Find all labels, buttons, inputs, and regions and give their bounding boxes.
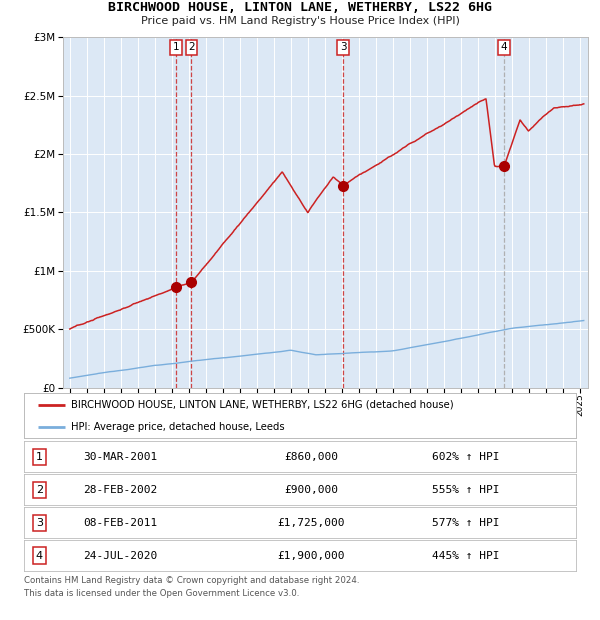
Text: 555% ↑ HPI: 555% ↑ HPI (432, 485, 499, 495)
Text: 1: 1 (36, 452, 43, 462)
Text: This data is licensed under the Open Government Licence v3.0.: This data is licensed under the Open Gov… (24, 588, 299, 598)
Text: £860,000: £860,000 (284, 452, 338, 462)
Text: 3: 3 (340, 42, 347, 53)
Text: BIRCHWOOD HOUSE, LINTON LANE, WETHERBY, LS22 6HG (detached house): BIRCHWOOD HOUSE, LINTON LANE, WETHERBY, … (71, 400, 454, 410)
Text: 4: 4 (36, 551, 43, 560)
Text: 08-FEB-2011: 08-FEB-2011 (83, 518, 158, 528)
Text: 1: 1 (173, 42, 179, 53)
Text: 445% ↑ HPI: 445% ↑ HPI (432, 551, 499, 560)
Text: £900,000: £900,000 (284, 485, 338, 495)
Text: Contains HM Land Registry data © Crown copyright and database right 2024.: Contains HM Land Registry data © Crown c… (24, 576, 359, 585)
Text: HPI: Average price, detached house, Leeds: HPI: Average price, detached house, Leed… (71, 422, 284, 432)
Text: £1,900,000: £1,900,000 (277, 551, 345, 560)
Text: 577% ↑ HPI: 577% ↑ HPI (432, 518, 499, 528)
Text: 30-MAR-2001: 30-MAR-2001 (83, 452, 158, 462)
Text: 28-FEB-2002: 28-FEB-2002 (83, 485, 158, 495)
Text: BIRCHWOOD HOUSE, LINTON LANE, WETHERBY, LS22 6HG: BIRCHWOOD HOUSE, LINTON LANE, WETHERBY, … (108, 1, 492, 14)
Text: 602% ↑ HPI: 602% ↑ HPI (432, 452, 499, 462)
Text: 3: 3 (36, 518, 43, 528)
Text: Price paid vs. HM Land Registry's House Price Index (HPI): Price paid vs. HM Land Registry's House … (140, 16, 460, 26)
Text: 2: 2 (36, 485, 43, 495)
Text: £1,725,000: £1,725,000 (277, 518, 345, 528)
Text: 4: 4 (501, 42, 508, 53)
Text: 24-JUL-2020: 24-JUL-2020 (83, 551, 158, 560)
Text: 2: 2 (188, 42, 195, 53)
